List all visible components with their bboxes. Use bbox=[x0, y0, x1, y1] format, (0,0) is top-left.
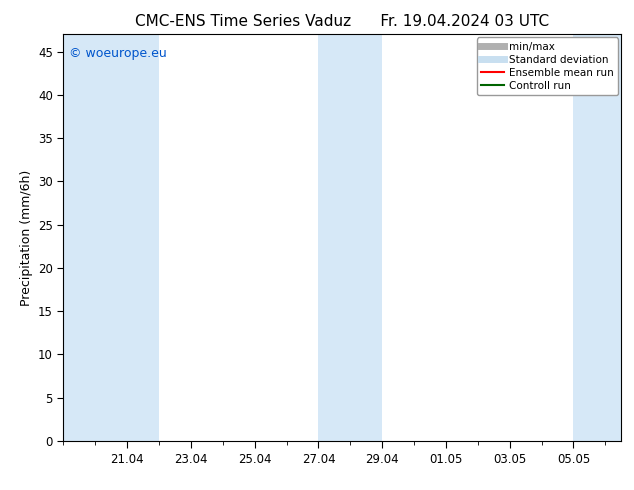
Legend: min/max, Standard deviation, Ensemble mean run, Controll run: min/max, Standard deviation, Ensemble me… bbox=[477, 37, 618, 95]
Bar bbox=[63, 34, 127, 441]
Text: © woeurope.eu: © woeurope.eu bbox=[69, 47, 167, 59]
Bar bbox=[351, 34, 382, 441]
Bar bbox=[574, 34, 621, 441]
Y-axis label: Precipitation (mm/6h): Precipitation (mm/6h) bbox=[20, 170, 32, 306]
Bar bbox=[127, 34, 159, 441]
Title: CMC-ENS Time Series Vaduz      Fr. 19.04.2024 03 UTC: CMC-ENS Time Series Vaduz Fr. 19.04.2024… bbox=[135, 14, 550, 29]
Bar bbox=[318, 34, 351, 441]
